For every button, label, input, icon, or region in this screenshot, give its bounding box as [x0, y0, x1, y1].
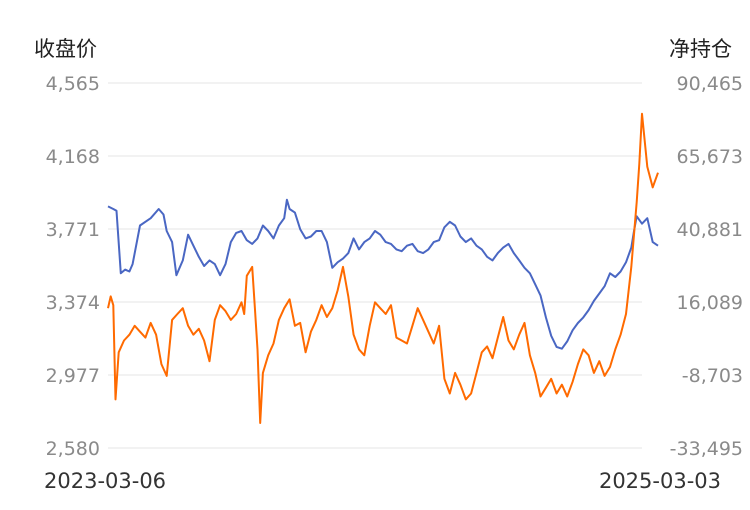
- left-axis-ticks: 4,565 4,168 3,771 3,374 2,977 2,580: [46, 73, 100, 460]
- close-price-line: [107, 198, 659, 350]
- net-position-line: [107, 112, 659, 424]
- right-axis-tick-label: -8,703: [682, 365, 743, 387]
- right-axis-tick-label: -33,495: [670, 438, 743, 460]
- right-axis-title: 净持仓: [669, 37, 732, 61]
- right-axis-tick-label: 40,881: [677, 219, 743, 241]
- left-axis-tick-label: 2,977: [46, 365, 100, 387]
- x-axis-end-label: 2025-03-03: [599, 469, 721, 493]
- left-axis-tick-label: 3,374: [46, 292, 100, 314]
- left-axis-tick-label: 4,565: [46, 73, 100, 95]
- series-lines: [107, 112, 659, 424]
- left-axis-tick-label: 2,580: [46, 438, 100, 460]
- right-axis-tick-label: 90,465: [677, 73, 743, 95]
- right-axis-tick-label: 16,089: [677, 292, 743, 314]
- left-axis-title: 收盘价: [34, 37, 97, 61]
- grid-lines: [108, 82, 642, 449]
- right-axis-tick-label: 65,673: [677, 146, 743, 168]
- x-axis-start-label: 2023-03-06: [44, 469, 166, 493]
- left-axis-tick-label: 4,168: [46, 146, 100, 168]
- right-axis-ticks: 90,465 65,673 40,881 16,089 -8,703 -33,495: [670, 73, 743, 460]
- left-axis-tick-label: 3,771: [46, 219, 100, 241]
